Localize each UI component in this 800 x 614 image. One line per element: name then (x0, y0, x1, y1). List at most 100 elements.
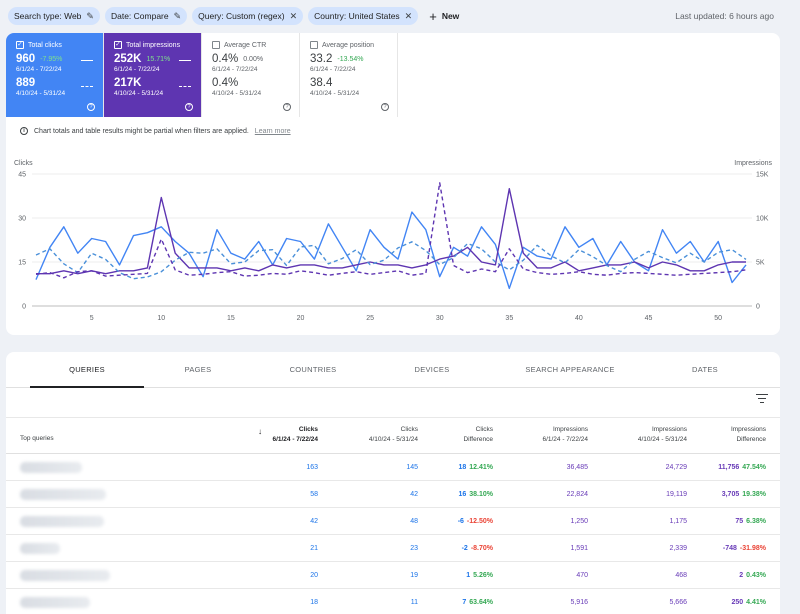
sort-down-arrow-icon[interactable]: ↓ (258, 427, 262, 436)
tab-search-appearance[interactable]: SEARCH APPEARANCE (525, 365, 615, 374)
filter-chip-label: Country: United States (314, 11, 400, 21)
impressions-diff-value: -748 (722, 545, 737, 552)
x-tick-label: 30 (436, 315, 444, 322)
impressions-diff-percent: 19.38% (742, 491, 766, 498)
x-tick-label: 25 (366, 315, 374, 322)
clicks-diff-value: 18 (458, 464, 467, 471)
filter-chip-search-type[interactable]: Search type: Web ✎ (8, 7, 100, 25)
table-row[interactable]: 20 19 1 5.26% 470 468 2 0.43% (6, 562, 780, 589)
clicks-diff-percent: 38.10% (469, 491, 493, 498)
clicks-previous-cell: 19 (410, 572, 418, 579)
metric-current-value: 0.4% (212, 53, 239, 65)
metric-current-value: 252K (114, 53, 142, 65)
tab-dates[interactable]: DATES (692, 365, 718, 374)
close-icon[interactable]: ✕ (404, 10, 413, 21)
clicks-difference-cell: 16 38.10% (458, 481, 493, 508)
edit-icon[interactable]: ✎ (173, 10, 182, 21)
checkbox-unchecked-icon[interactable] (310, 41, 318, 49)
table-row[interactable]: 42 48 -6 -12.50% 1,250 1,175 75 6.38% (6, 508, 780, 535)
metric-total-impressions[interactable]: ✓ Total impressions 252K 15.71% 6/1/24 - 7… (104, 33, 202, 117)
metric-average-position[interactable]: Average position 33.2 -13.54% 6/1/24 - 7/… (300, 33, 398, 117)
header-impressions-difference[interactable]: Impressions Difference (731, 425, 766, 445)
clicks-current-cell: 163 (306, 464, 318, 471)
last-updated-text: Last updated: 6 hours ago (675, 11, 774, 21)
table-row[interactable]: 58 42 16 38.10% 22,824 19,119 3,705 19.38% (6, 481, 780, 508)
impressions-current-cell: 1,591 (570, 545, 588, 552)
impressions-previous-cell: 1,175 (669, 518, 687, 525)
metric-previous-range: 4/10/24 - 5/31/24 (16, 90, 66, 97)
help-icon[interactable]: ? (87, 103, 95, 111)
checkbox-unchecked-icon[interactable] (212, 41, 220, 49)
impressions-difference-cell: -748 -31.98% (723, 535, 766, 562)
filter-chip-label: Search type: Web (14, 11, 82, 21)
x-tick-label: 10 (157, 315, 165, 322)
header-line-2: 6/1/24 - 7/22/24 (542, 436, 588, 443)
left-tick-label: 30 (18, 216, 26, 223)
filter-chip-country[interactable]: Country: United States ✕ (308, 7, 419, 25)
header-line-1: Impressions (552, 426, 588, 433)
filter-chip-date[interactable]: Date: Compare ✎ (104, 7, 188, 25)
close-icon[interactable]: ✕ (289, 10, 298, 21)
performance-card: ✓ Total clicks 960 -7.95% 6/1/24 - 7/22/24… (6, 33, 780, 335)
table-row[interactable]: 163 145 18 12.41% 36,485 24,729 11,756 47.54% (6, 454, 780, 481)
query-text-redacted (20, 543, 60, 554)
checkbox-checked-icon[interactable]: ✓ (114, 40, 122, 49)
dashed-line-legend-icon (179, 86, 191, 87)
plus-icon: + (429, 8, 437, 24)
tab-countries[interactable]: COUNTRIES (289, 365, 337, 374)
metric-change-percent: 15.71% (146, 55, 171, 63)
learn-more-link[interactable]: Learn more (254, 127, 291, 135)
metric-current-range: 6/1/24 - 7/22/24 (114, 66, 160, 73)
clicks-previous-cell: 145 (406, 464, 418, 471)
header-line-2: Difference (736, 436, 766, 443)
filter-bar: Search type: Web ✎ Date: Compare ✎ Query: … (0, 0, 800, 32)
filter-chip-query[interactable]: Query: Custom (regex) ✕ (192, 7, 304, 25)
metric-total-clicks[interactable]: ✓ Total clicks 960 -7.95% 6/1/24 - 7/22/24… (6, 33, 104, 117)
metric-previous-row: 38.4 (310, 77, 389, 89)
impressions-diff-percent: -31.98% (739, 545, 766, 552)
metric-name: Total impressions (126, 41, 181, 49)
metric-name: Total clicks (28, 41, 62, 49)
tab-devices[interactable]: DEVICES (414, 365, 450, 374)
filter-rows-icon[interactable] (756, 394, 768, 404)
impressions-previous-cell: 2,339 (669, 545, 687, 552)
header-impressions-current[interactable]: Impressions 6/1/24 - 7/22/24 (542, 425, 588, 445)
tab-queries[interactable]: QUERIES (30, 352, 144, 388)
table-row[interactable]: 21 23 -2 -8.70% 1,591 2,339 -748 -31.98% (6, 535, 780, 562)
help-icon[interactable]: ? (381, 103, 389, 111)
dashed-line-legend-icon (81, 86, 93, 87)
metric-current-value: 33.2 (310, 53, 333, 65)
metric-average-ctr[interactable]: Average CTR 0.4% 0.00% 6/1/24 - 7/22/24 0… (202, 33, 300, 117)
edit-icon[interactable]: ✎ (86, 10, 94, 21)
header-line-2: 6/1/24 - 7/22/24 (272, 436, 318, 443)
clicks-current-cell: 58 (310, 491, 318, 498)
x-tick-label: 20 (297, 315, 305, 322)
header-clicks-current[interactable]: Clicks 6/1/24 - 7/22/24 (272, 425, 318, 445)
x-tick-label: 5 (90, 315, 94, 322)
impressions-previous-cell: 24,729 (665, 464, 687, 471)
impressions-current-cell: 36,485 (566, 464, 588, 471)
checkbox-checked-icon[interactable]: ✓ (16, 40, 24, 49)
help-icon[interactable]: ? (283, 103, 291, 111)
header-clicks-difference[interactable]: Clicks Difference (463, 425, 493, 445)
filter-chip-label: Query: Custom (regex) (198, 11, 285, 21)
table-row[interactable]: 18 11 7 63.64% 5,916 5,666 250 4.41% (6, 589, 780, 614)
metric-header: Average CTR (212, 41, 291, 49)
metric-previous-row: 0.4% (212, 77, 291, 89)
metric-current-row: 252K 15.71% (114, 53, 193, 65)
help-icon[interactable]: ? (185, 103, 193, 111)
info-icon: i (20, 127, 28, 135)
header-line-2: Difference (463, 436, 493, 443)
clicks-diff-value: 7 (462, 599, 467, 606)
right-axis-title: Impressions (734, 160, 772, 167)
header-clicks-previous[interactable]: Clicks 4/10/24 - 5/31/24 (369, 425, 418, 445)
metric-previous-value: 0.4% (212, 77, 239, 89)
right-tick-label: 10K (756, 216, 769, 223)
metric-current-value: 960 (16, 53, 36, 65)
header-impressions-previous[interactable]: Impressions 4/10/24 - 5/31/24 (638, 425, 687, 445)
metric-previous-value: 38.4 (310, 77, 333, 89)
new-filter-button[interactable]: + New (429, 9, 459, 24)
clicks-current-cell: 42 (310, 518, 318, 525)
tab-pages[interactable]: PAGES (184, 365, 212, 374)
left-tick-label: 45 (18, 172, 26, 179)
